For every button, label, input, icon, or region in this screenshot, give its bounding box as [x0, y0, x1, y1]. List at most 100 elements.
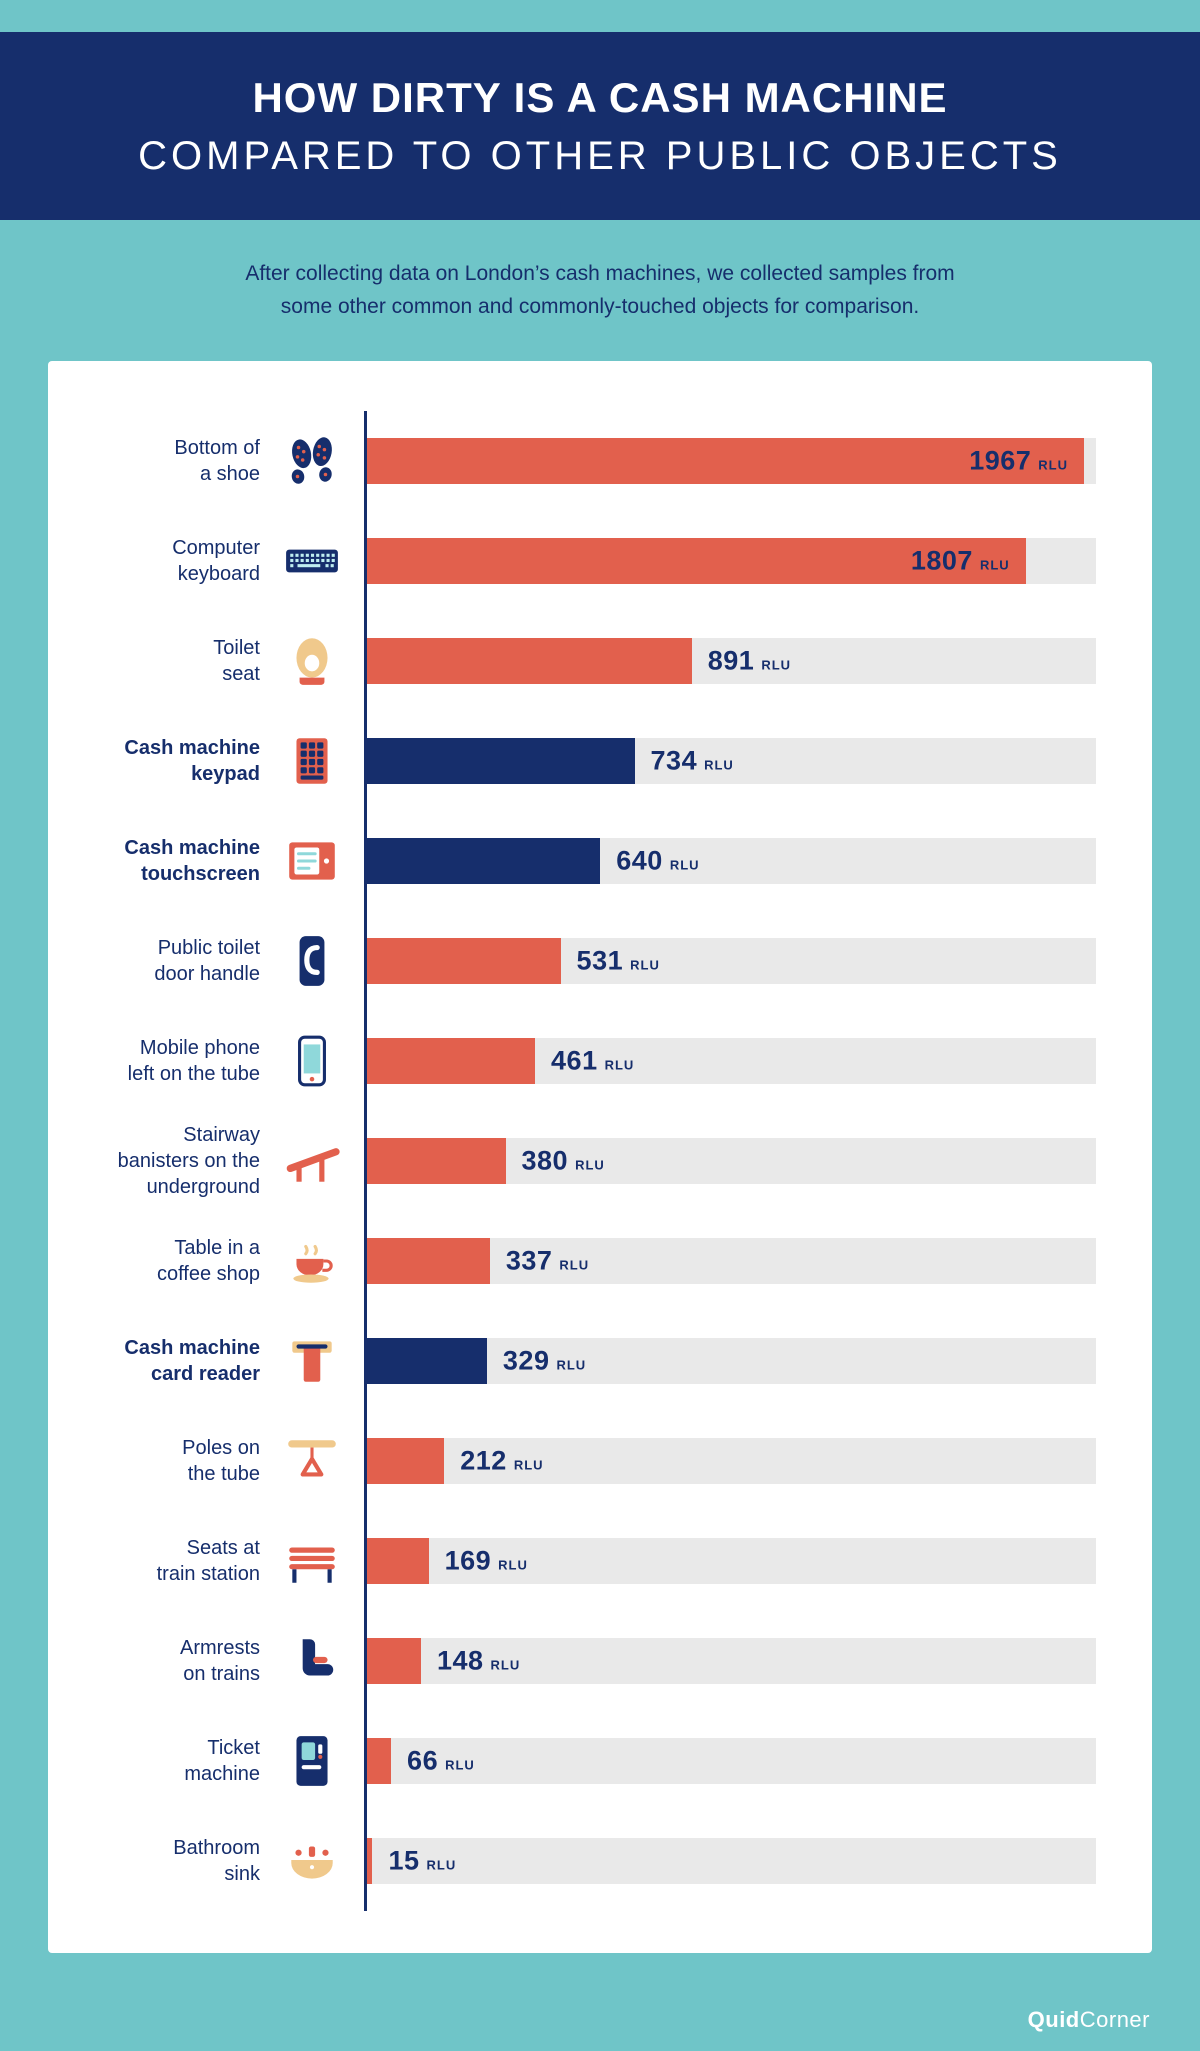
bar-area: 212 RLU	[364, 1411, 1096, 1512]
bar	[367, 438, 1084, 485]
bar-area: 380 RLU	[364, 1111, 1096, 1212]
row-label: Seats at train station	[156, 1537, 260, 1586]
bar	[367, 1238, 490, 1285]
bar-value: 337 RLU	[506, 1246, 589, 1277]
row-label: Stairway banisters on the underground	[117, 1124, 260, 1199]
bar-value-unit: RLU	[979, 557, 1010, 573]
bar-value-number: 337	[505, 1245, 553, 1276]
bar-area: 1967 RLU	[364, 411, 1096, 512]
chart-row: Bathroom sink 15 RLU	[48, 1811, 1152, 1912]
touchscreen-icon	[289, 842, 335, 880]
card-reader-icon	[292, 1341, 332, 1382]
bar-area: 1807 RLU	[364, 511, 1096, 612]
bar-value: 1967 RLU	[969, 446, 1068, 477]
bar	[367, 938, 561, 985]
bar-value: 148 RLU	[437, 1646, 520, 1677]
header-banner: HOW DIRTY IS A CASH MACHINE COMPARED TO …	[0, 32, 1200, 220]
bar	[367, 538, 1026, 585]
footer-logo: QuidCorner	[1028, 2007, 1150, 2033]
row-icon	[260, 1532, 364, 1590]
bar-value-unit: RLU	[630, 957, 660, 973]
bar-value: 66 RLU	[407, 1746, 475, 1777]
bar-value-unit: RLU	[669, 857, 700, 873]
row-label: Poles on the tube	[182, 1437, 260, 1486]
bar-value: 1807 RLU	[911, 546, 1010, 577]
bar-value-number: 640	[616, 845, 663, 876]
bar-area: 640 RLU	[364, 811, 1096, 912]
bar-track	[367, 1338, 1096, 1385]
row-label: Computer keyboard	[172, 537, 260, 586]
bar-area: 148 RLU	[364, 1611, 1096, 1712]
bar	[367, 1438, 445, 1485]
chart-row: Public toilet door handle 531 RLU	[48, 911, 1152, 1012]
bar-value-unit: RLU	[426, 1857, 457, 1873]
footer-logo-bold: Quid	[1027, 2007, 1080, 2032]
row-icon	[260, 1232, 364, 1290]
row-label: Public toilet door handle	[154, 937, 260, 986]
bar-value: 461 RLU	[551, 1046, 634, 1077]
bar	[367, 1138, 506, 1185]
bar-value: 380 RLU	[522, 1146, 605, 1177]
page-title-line1: HOW DIRTY IS A CASH MACHINE	[252, 73, 948, 121]
bar-value-number: 891	[707, 645, 755, 676]
bar-value: 15 RLU	[388, 1846, 456, 1877]
subtitle: After collecting data on London’s cash m…	[245, 262, 955, 318]
bar-track	[367, 1638, 1096, 1685]
bar-value: 329 RLU	[503, 1346, 586, 1377]
bar	[367, 1838, 373, 1885]
bar-value-unit: RLU	[498, 1557, 528, 1573]
door-handle-icon	[299, 936, 325, 986]
bar-value-number: 212	[460, 1445, 507, 1476]
bar-value-unit: RLU	[761, 657, 792, 673]
bar-value: 640 RLU	[616, 846, 699, 877]
bar-area: 531 RLU	[364, 911, 1096, 1012]
bar	[367, 1638, 421, 1685]
row-label: Armrests on trains	[180, 1637, 260, 1686]
row-label: Bottom of a shoe	[174, 437, 260, 486]
chart-row: Mobile phone left on the tube 461 RLU	[48, 1011, 1152, 1112]
bar-value: 531 RLU	[577, 946, 660, 977]
row-icon	[260, 1032, 364, 1090]
bar-value-unit: RLU	[704, 757, 734, 773]
chart-row: Cash machine keypad 734 RLU	[48, 711, 1152, 812]
chart-row: Computer keyboard 1807 RLU	[48, 511, 1152, 612]
coffee-cup-icon	[293, 1245, 333, 1283]
bar-track	[367, 1438, 1096, 1485]
bar-area: 337 RLU	[364, 1211, 1096, 1312]
bar-area: 15 RLU	[364, 1811, 1096, 1912]
mobile-phone-icon	[298, 1035, 326, 1087]
bar-value-unit: RLU	[490, 1657, 521, 1673]
bar-area: 461 RLU	[364, 1011, 1096, 1112]
chart-row: Armrests on trains 148 RLU	[48, 1611, 1152, 1712]
row-label: Cash machine card reader	[124, 1337, 260, 1386]
bar-value-number: 148	[436, 1645, 484, 1676]
chart-card: Bottom of a shoe 1967 RLU Computer keyboa…	[48, 361, 1152, 1954]
bar	[367, 638, 692, 685]
chart-row: Toilet seat 891 RLU	[48, 611, 1152, 712]
chart-row: Seats at train station 169 RLU	[48, 1511, 1152, 1612]
bar-value-number: 1967	[969, 445, 1032, 476]
bar-value-unit: RLU	[604, 1057, 635, 1073]
keypad-icon	[296, 738, 328, 784]
chart-row: Ticket machine 66 RLU	[48, 1711, 1152, 1812]
chart-row: Stairway banisters on the underground 38…	[48, 1111, 1152, 1212]
bar-value-unit: RLU	[1038, 457, 1068, 473]
banister-icon	[286, 1148, 340, 1182]
row-icon	[260, 732, 364, 790]
bar-value-number: 734	[650, 745, 698, 776]
chart-row: Cash machine card reader 329 RLU	[48, 1311, 1152, 1412]
ticket-machine-icon	[296, 1736, 328, 1786]
chart-rows: Bottom of a shoe 1967 RLU Computer keyboa…	[48, 411, 1152, 1912]
bar-value-unit: RLU	[556, 1357, 587, 1373]
bar-value: 212 RLU	[460, 1446, 543, 1477]
bar-track	[367, 1838, 1096, 1885]
row-icon	[260, 1632, 364, 1690]
toilet-seat-icon	[296, 638, 328, 685]
row-label: Cash machine touchscreen	[124, 837, 260, 886]
bar-area: 329 RLU	[364, 1311, 1096, 1412]
bar-value-number: 380	[521, 1145, 569, 1176]
bar-value-unit: RLU	[575, 1157, 605, 1173]
bar-value-number: 329	[502, 1345, 550, 1376]
bar	[367, 1738, 392, 1785]
row-icon	[260, 932, 364, 990]
